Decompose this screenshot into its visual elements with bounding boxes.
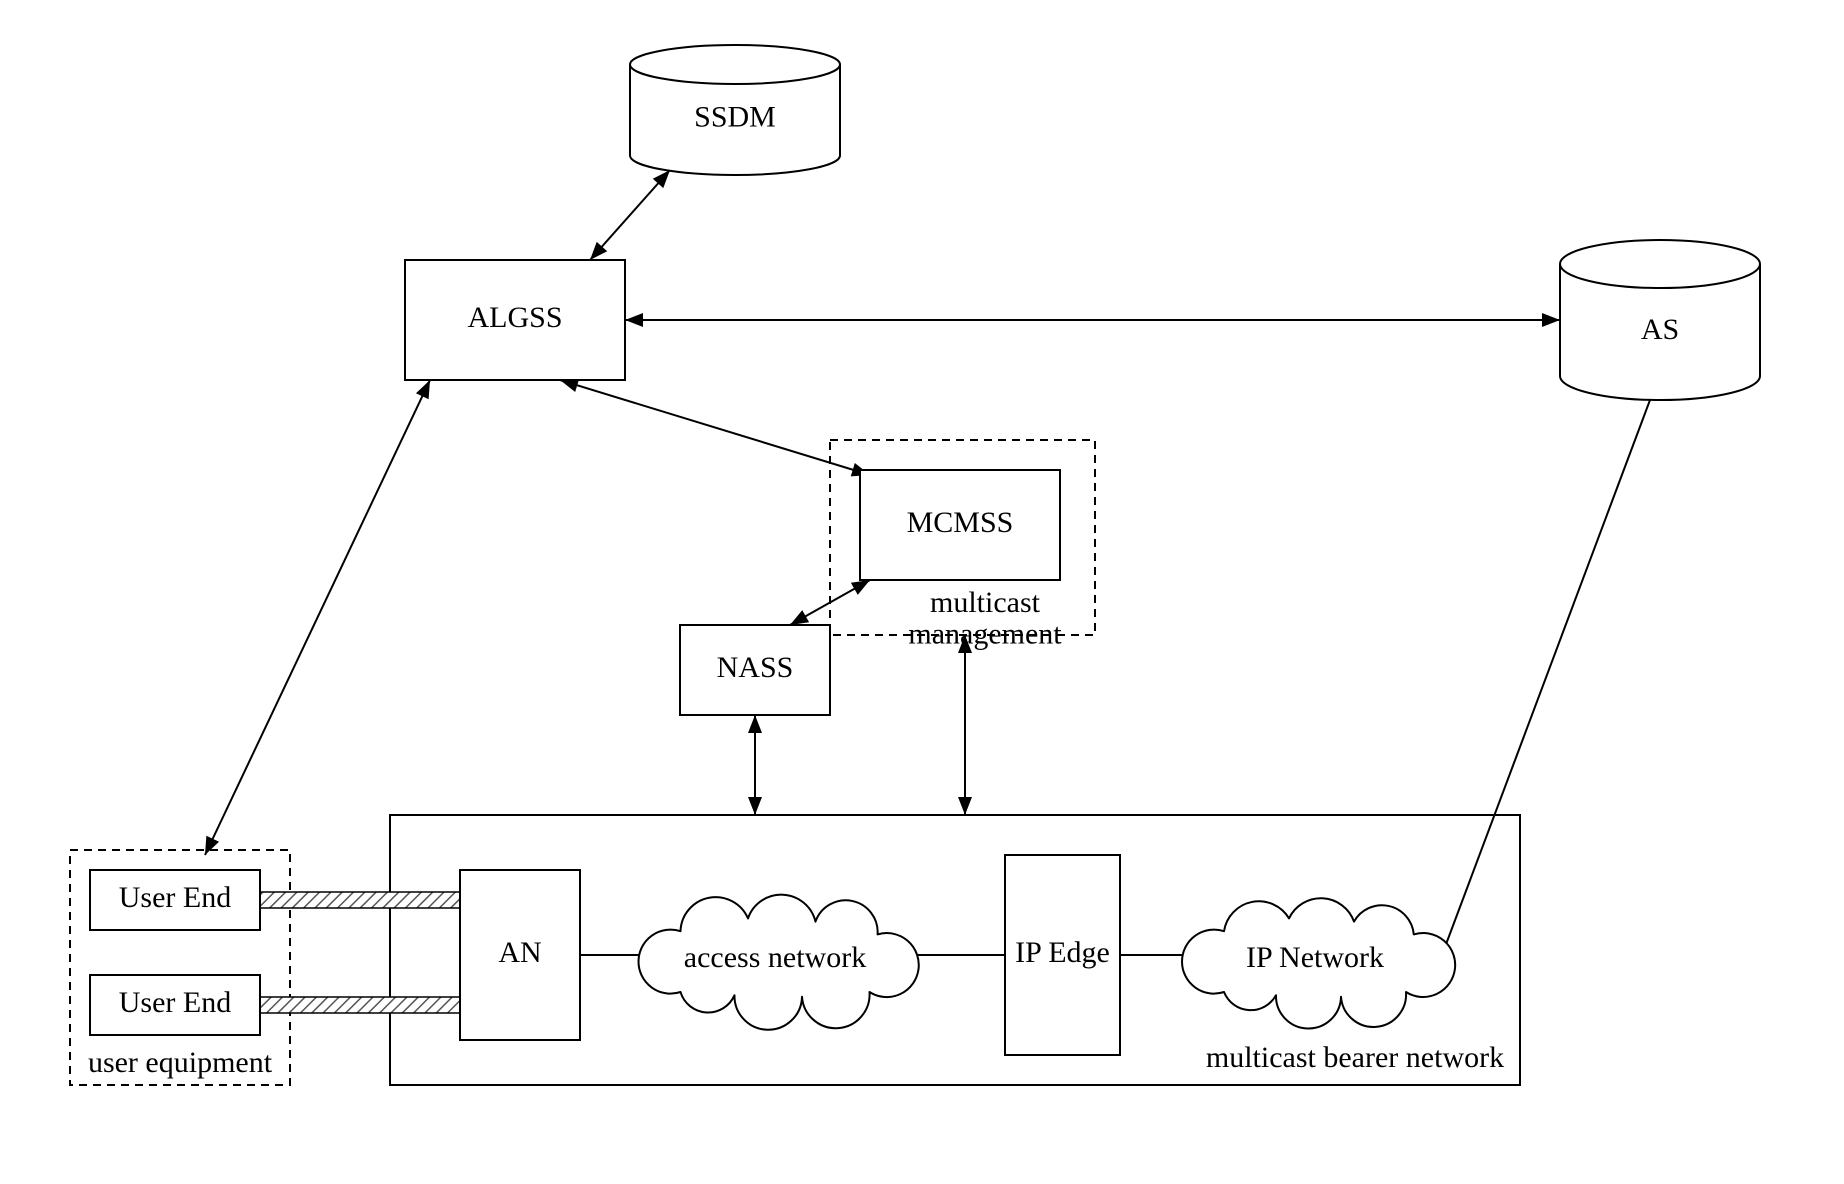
node-label-nass: NASS <box>717 651 794 684</box>
node-label-accessnet: access network <box>684 941 866 974</box>
group-label-multicast_mgmt: multicastmanagement <box>908 586 1062 651</box>
node-label-an: AN <box>498 936 541 969</box>
node-label-ue2: User End <box>119 986 231 1019</box>
node-label-ipedge: IP Edge <box>1015 936 1110 969</box>
node-label-ipnet: IP Network <box>1246 941 1384 974</box>
node-label-algss: ALGSS <box>467 301 562 334</box>
node-label-ssdm: SSDM <box>694 101 776 134</box>
group-label-user_equipment: user equipment <box>88 1046 273 1079</box>
node-label-ue1: User End <box>119 881 231 914</box>
hatched-link <box>260 892 460 908</box>
group-label-bearer_network: multicast bearer network <box>1206 1041 1504 1074</box>
node-label-as: AS <box>1641 313 1679 346</box>
node-label-mcmss: MCMSS <box>907 506 1014 539</box>
hatched-link <box>260 997 460 1013</box>
